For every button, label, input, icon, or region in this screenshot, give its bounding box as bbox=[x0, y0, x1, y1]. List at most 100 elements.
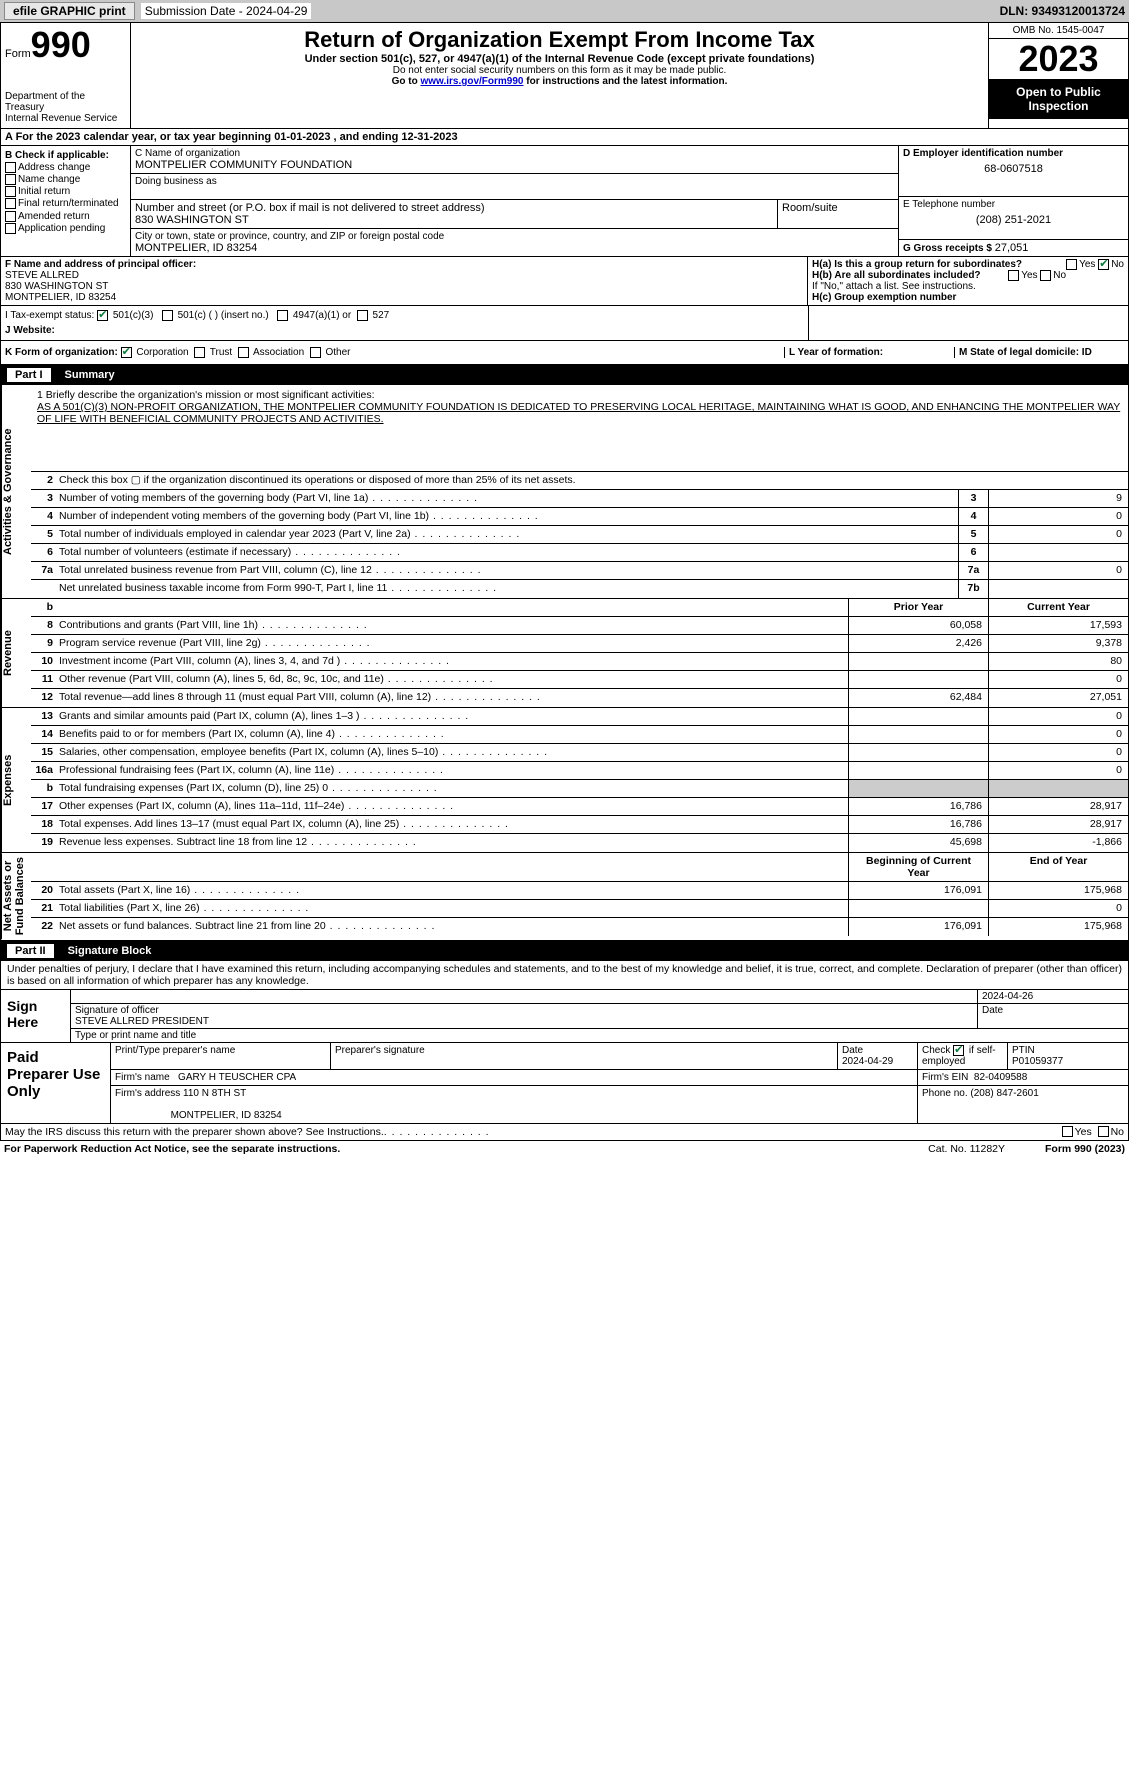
cb-final-return[interactable]: Final return/terminated bbox=[5, 198, 126, 209]
ssn-warning: Do not enter social security numbers on … bbox=[135, 65, 984, 76]
summary-na: Net Assets or Fund Balances Beginning of… bbox=[0, 853, 1129, 940]
part1-title: Summary bbox=[65, 369, 115, 381]
ptin-cell: PTINP01059377 bbox=[1008, 1043, 1128, 1069]
box-h: H(a) Is this a group return for subordin… bbox=[808, 257, 1128, 305]
tax-year: 2023 bbox=[989, 39, 1128, 79]
cb-address-change[interactable]: Address change bbox=[5, 162, 126, 173]
dba-label: Doing business as bbox=[135, 176, 894, 187]
gov-row-6: 6Total number of volunteers (estimate if… bbox=[31, 544, 1128, 562]
line-20: 20Total assets (Part X, line 16)176,0911… bbox=[31, 882, 1128, 900]
cb-corp[interactable] bbox=[121, 347, 132, 358]
box-f: F Name and address of principal officer:… bbox=[1, 257, 808, 305]
omb-number: OMB No. 1545-0047 bbox=[989, 23, 1128, 39]
line-11: 11Other revenue (Part VIII, column (A), … bbox=[31, 671, 1128, 689]
cb-initial-return[interactable]: Initial return bbox=[5, 186, 126, 197]
line-13: 13Grants and similar amounts paid (Part … bbox=[31, 708, 1128, 726]
na-header: Beginning of Current Year End of Year bbox=[31, 853, 1128, 882]
cb-other[interactable] bbox=[310, 347, 321, 358]
discuss-label: May the IRS discuss this return with the… bbox=[5, 1126, 384, 1138]
part1-num: Part I bbox=[7, 368, 51, 382]
row-i: I Tax-exempt status: 501(c)(3) 501(c) ( … bbox=[1, 306, 808, 340]
phone-label: E Telephone number bbox=[903, 199, 1124, 210]
summary-exp: Expenses 13Grants and similar amounts pa… bbox=[0, 708, 1129, 853]
gov-row-: Net unrelated business taxable income fr… bbox=[31, 580, 1128, 598]
hb-label: H(b) Are all subordinates included? bbox=[812, 270, 981, 281]
mission-blank3 bbox=[37, 453, 1122, 467]
website-label: J Website: bbox=[5, 325, 55, 336]
mission-prompt: 1 Briefly describe the organization's mi… bbox=[37, 389, 1122, 401]
type-name-label: Type or print name and title bbox=[71, 1029, 1128, 1042]
vtab-rev: Revenue bbox=[1, 599, 31, 707]
cb-527[interactable] bbox=[357, 310, 368, 321]
eoy-hdr: End of Year bbox=[988, 853, 1128, 881]
box-b-label: B Check if applicable: bbox=[5, 150, 126, 161]
firm-addr: Firm's address 110 N 8TH ST MONTPELIER, … bbox=[111, 1086, 918, 1123]
gross-receipts: 27,051 bbox=[995, 242, 1029, 254]
city-label: City or town, state or province, country… bbox=[135, 231, 894, 242]
k-label: K Form of organization: bbox=[5, 347, 118, 358]
officer-label: F Name and address of principal officer: bbox=[5, 259, 803, 270]
part2-title: Signature Block bbox=[68, 945, 152, 957]
discuss-yes[interactable] bbox=[1062, 1126, 1073, 1137]
date-label: Date bbox=[978, 1004, 1128, 1028]
line-b: bTotal fundraising expenses (Part IX, co… bbox=[31, 780, 1128, 798]
gov-body: 1 Briefly describe the organization's mi… bbox=[31, 385, 1128, 598]
paid-preparer-label: Paid Preparer Use Only bbox=[1, 1043, 111, 1123]
cb-name-change[interactable]: Name change bbox=[5, 174, 126, 185]
mission-block: 1 Briefly describe the organization's mi… bbox=[31, 385, 1128, 472]
street-label: Number and street (or P.O. box if mail i… bbox=[135, 202, 773, 214]
prep-date: Date2024-04-29 bbox=[838, 1043, 918, 1069]
row-k: K Form of organization: Corporation Trus… bbox=[0, 341, 1129, 365]
goto-post: for instructions and the latest informat… bbox=[523, 76, 727, 87]
vtab-na: Net Assets or Fund Balances bbox=[1, 853, 31, 939]
org-name-cell: C Name of organization MONTPELIER COMMUN… bbox=[131, 146, 898, 174]
entity-section: B Check if applicable: Address change Na… bbox=[0, 146, 1129, 257]
sig-date: 2024-04-26 bbox=[978, 990, 1128, 1003]
irs-link[interactable]: www.irs.gov/Form990 bbox=[420, 76, 523, 87]
cb-app-pending[interactable]: Application pending bbox=[5, 223, 126, 234]
sig-officer-label: Signature of officer STEVE ALLRED PRESID… bbox=[71, 1004, 978, 1028]
row-a-tax-year: A For the 2023 calendar year, or tax yea… bbox=[0, 129, 1129, 146]
preparer-row1: Print/Type preparer's name Preparer's si… bbox=[111, 1043, 1128, 1070]
part2-header: Part II Signature Block bbox=[0, 941, 1129, 961]
cb-501c3[interactable] bbox=[97, 310, 108, 321]
officer-city: MONTPELIER, ID 83254 bbox=[5, 292, 803, 303]
discuss-no[interactable] bbox=[1098, 1126, 1109, 1137]
dln: DLN: 93493120013724 bbox=[1000, 4, 1125, 18]
line-17: 17Other expenses (Part IX, column (A), l… bbox=[31, 798, 1128, 816]
current-year-hdr: Current Year bbox=[988, 599, 1128, 616]
cb-amended-return[interactable]: Amended return bbox=[5, 211, 126, 222]
goto-pre: Go to bbox=[392, 76, 421, 87]
hb-yes[interactable]: Yes bbox=[1021, 270, 1037, 281]
hb-note: If "No," attach a list. See instructions… bbox=[812, 281, 1124, 292]
sig-officer-row: Signature of officer STEVE ALLRED PRESID… bbox=[71, 1004, 1128, 1029]
ha-yes[interactable]: Yes bbox=[1079, 259, 1095, 270]
room-cell: Room/suite bbox=[778, 200, 898, 228]
tax-status-label: I Tax-exempt status: bbox=[5, 310, 94, 321]
mission-text: AS A 501(C)(3) NON-PROFIT ORGANIZATION, … bbox=[37, 401, 1122, 425]
cb-self-employed[interactable] bbox=[953, 1045, 964, 1056]
officer-street: 830 WASHINGTON ST bbox=[5, 281, 803, 292]
org-name-label: C Name of organization bbox=[135, 148, 894, 159]
efile-print-button[interactable]: efile GRAPHIC print bbox=[4, 2, 135, 20]
form-word: Form bbox=[5, 48, 31, 60]
box-g: G Gross receipts $ 27,051 bbox=[899, 240, 1128, 256]
ha-no[interactable]: No bbox=[1111, 259, 1124, 270]
exp-body: 13Grants and similar amounts paid (Part … bbox=[31, 708, 1128, 852]
mission-blank2 bbox=[37, 439, 1122, 453]
goto-line: Go to www.irs.gov/Form990 for instructio… bbox=[135, 76, 984, 87]
discuss-row: May the IRS discuss this return with the… bbox=[0, 1124, 1129, 1141]
cb-trust[interactable] bbox=[194, 347, 205, 358]
gov-row-3: 3Number of voting members of the governi… bbox=[31, 490, 1128, 508]
form-subtitle: Under section 501(c), 527, or 4947(a)(1)… bbox=[135, 53, 984, 65]
line-9: 9Program service revenue (Part VIII, lin… bbox=[31, 635, 1128, 653]
cb-501c[interactable] bbox=[162, 310, 173, 321]
part1-header: Part I Summary bbox=[0, 365, 1129, 385]
cb-4947[interactable] bbox=[277, 310, 288, 321]
hb-no[interactable]: No bbox=[1053, 270, 1066, 281]
box-e: E Telephone number (208) 251-2021 bbox=[899, 197, 1128, 240]
cb-assoc[interactable] bbox=[238, 347, 249, 358]
hc-cell bbox=[808, 306, 1128, 340]
dept-treasury: Department of the Treasury Internal Reve… bbox=[5, 91, 126, 124]
form-title-box: Return of Organization Exempt From Incom… bbox=[131, 23, 988, 128]
